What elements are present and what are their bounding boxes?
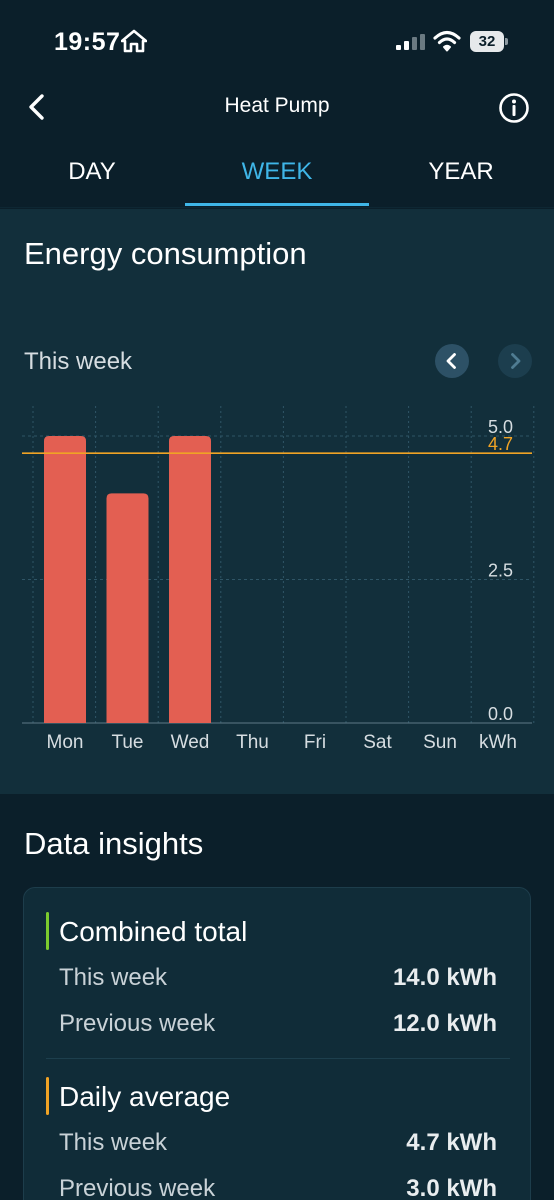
average-label: 4.7 <box>488 434 513 454</box>
battery-level: 32 <box>470 31 504 52</box>
insight-row-value: 4.7 kWh <box>406 1129 497 1156</box>
cellular-signal-icon <box>396 34 425 50</box>
insight-row-label: This week <box>59 964 168 991</box>
period-label: This week <box>24 348 133 375</box>
energy-bar-chart: 0.0 2.5 5.04.7 Mon Tue Wed Thu Fri Sat Sun kWh <box>22 406 535 753</box>
status-time: 19:57 <box>54 28 121 56</box>
x-tick-label: Wed <box>171 732 210 753</box>
energy-section-title: Energy consumption <box>24 236 307 271</box>
insight-row-label: Previous week <box>59 1175 216 1200</box>
insight-group-header: Combined total <box>46 912 446 950</box>
tab-year[interactable]: YEAR <box>428 158 494 185</box>
home-icon <box>121 29 147 53</box>
insight-row-label: This week <box>59 1129 168 1156</box>
accent-bar <box>46 912 49 950</box>
back-button[interactable] <box>22 92 52 122</box>
insights-card: Combined total This week 14.0 kWh Previo… <box>23 887 531 1200</box>
x-tick-label: Sat <box>363 732 392 753</box>
insight-group-label: Daily average <box>59 1081 231 1112</box>
insight-row-value: 12.0 kWh <box>392 1010 497 1037</box>
app-header: Heat Pump <box>0 80 554 136</box>
insights-divider <box>46 1058 510 1059</box>
x-tick-label: Fri <box>304 732 326 753</box>
y-tick-label: 5.0 <box>488 417 513 437</box>
battery-indicator: 32 <box>470 31 508 52</box>
insight-group-header: Daily average <box>46 1077 446 1115</box>
y-tick-label: 0.0 <box>488 704 513 724</box>
next-week-button[interactable] <box>498 344 532 378</box>
y-tick-label: 2.5 <box>488 561 513 581</box>
bar-mon <box>44 436 86 723</box>
info-button[interactable] <box>498 92 530 124</box>
bar-tue <box>106 493 149 723</box>
active-tab-indicator <box>185 203 369 206</box>
insight-row-label: Previous week <box>59 1010 216 1037</box>
tab-week[interactable]: WEEK <box>241 158 313 185</box>
status-bar: 19:57 32 <box>0 0 554 80</box>
insight-row-value: 14.0 kWh <box>392 964 497 991</box>
period-tabs: DAY WEEK YEAR <box>0 140 554 208</box>
previous-week-button[interactable] <box>435 344 469 378</box>
energy-consumption-card: Energy consumption This week 0.0 2.5 5.0 4.… <box>0 209 554 794</box>
x-tick-label: Thu <box>236 732 269 753</box>
unit-label: kWh <box>479 732 517 753</box>
tab-day[interactable]: DAY <box>68 158 116 185</box>
accent-bar <box>46 1077 49 1115</box>
insights-section-title: Data insights <box>24 826 204 861</box>
insight-row-value: 3.0 kWh <box>406 1175 497 1200</box>
page-title: Heat Pump <box>224 94 330 117</box>
bar-wed <box>169 436 211 723</box>
insight-group-label: Combined total <box>59 916 248 947</box>
wifi-icon <box>433 30 461 52</box>
x-tick-label: Sun <box>423 732 457 753</box>
battery-tip <box>505 38 508 45</box>
x-tick-label: Tue <box>111 732 143 753</box>
x-tick-label: Mon <box>47 732 84 753</box>
